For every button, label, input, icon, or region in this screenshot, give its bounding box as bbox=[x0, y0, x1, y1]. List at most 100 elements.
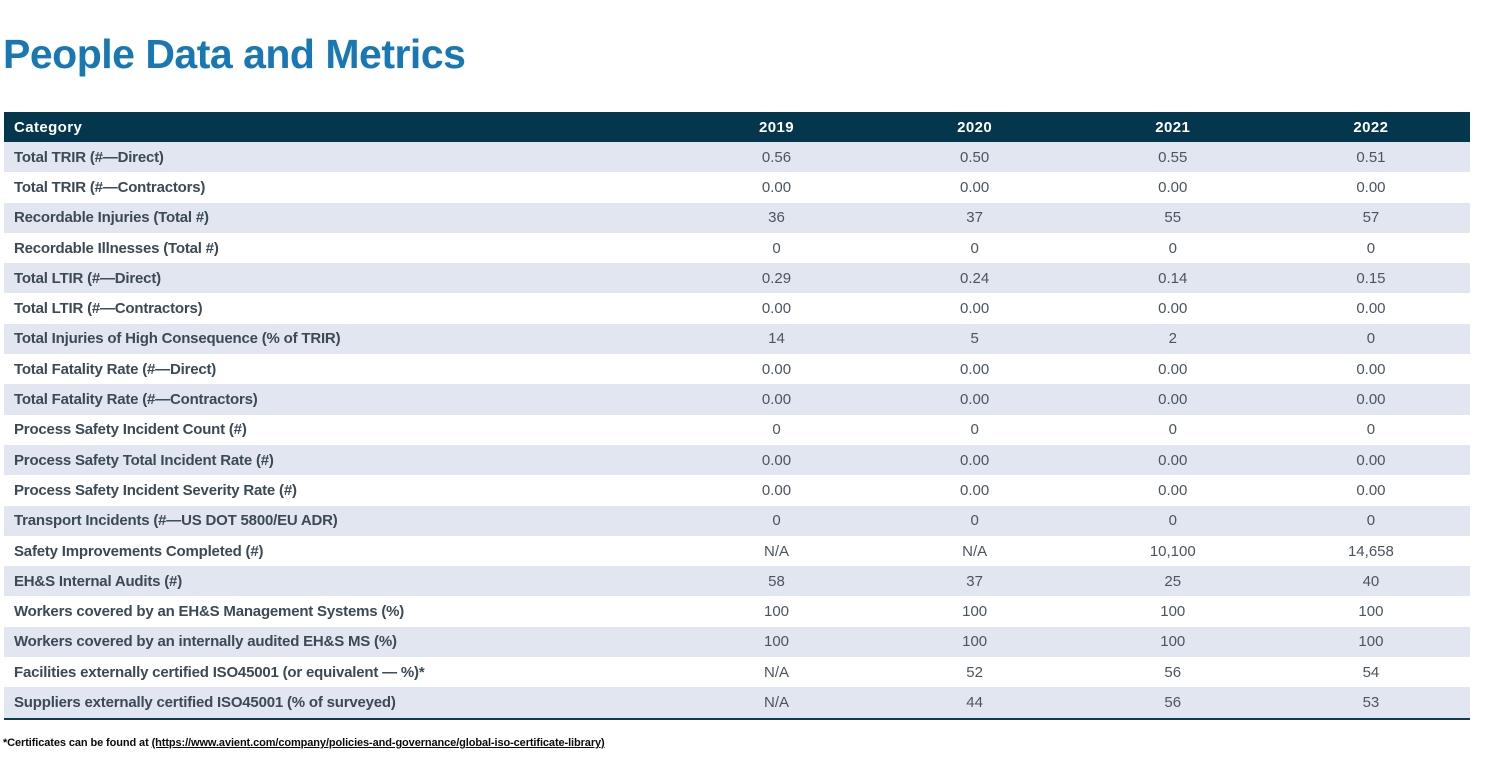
value-cell: 0 bbox=[1168, 421, 1177, 439]
value-cell: 0.00 bbox=[1158, 481, 1188, 499]
value-cell: 0 bbox=[1271, 323, 1470, 355]
value-cell: 0.00 bbox=[1073, 444, 1272, 476]
value-cell: N/A bbox=[677, 687, 876, 719]
table-row: Recordable Illnesses (Total #) 0 0 0 0 bbox=[4, 233, 1470, 263]
category-cell: Recordable Injuries (Total #) bbox=[4, 202, 678, 233]
value-cell: N/A bbox=[962, 542, 988, 560]
category-cell: Transport Incidents (#—US DOT 5800/EU AD… bbox=[4, 505, 678, 536]
value-cell: 37 bbox=[875, 202, 1074, 233]
value-cell: 0.00 bbox=[960, 481, 990, 499]
value-cell: 36 bbox=[677, 202, 876, 233]
value-cell: 2 bbox=[1073, 323, 1272, 355]
value-cell: 0.00 bbox=[960, 300, 990, 318]
table-row: EH&S Internal Audits (#) 58 37 25 40 bbox=[4, 566, 1470, 597]
value-cell: 100 bbox=[962, 603, 988, 621]
category-cell: Suppliers externally certified ISO45001 … bbox=[4, 687, 678, 719]
category-cell: Workers covered by an internally audited… bbox=[4, 626, 678, 658]
column-header-2020: 2020 bbox=[875, 112, 1074, 142]
value-cell: 0.24 bbox=[875, 263, 1074, 294]
value-cell: 0.00 bbox=[875, 444, 1074, 476]
value-cell: 53 bbox=[1271, 687, 1470, 719]
table-row: Process Safety Incident Severity Rate (#… bbox=[4, 475, 1470, 505]
table-row: Total Fatality Rate (#—Contractors) 0.00 0… bbox=[4, 384, 1470, 415]
value-cell: 0.00 bbox=[1158, 300, 1188, 318]
value-cell: 0 bbox=[1271, 505, 1470, 536]
certificate-library-link[interactable]: (https://www.avient.com/company/policies… bbox=[151, 737, 605, 749]
table-header-row: Category 2019 2020 2021 2022 bbox=[4, 112, 1470, 142]
category-cell: EH&S Internal Audits (#) bbox=[4, 566, 678, 597]
category-cell: Recordable Illnesses (Total #) bbox=[14, 239, 219, 257]
value-cell: 0 bbox=[677, 505, 876, 536]
value-cell: 0.00 bbox=[1158, 360, 1188, 378]
table-row: Total TRIR (#—Direct) 0.56 0.50 0.55 0.51 bbox=[4, 142, 1470, 173]
category-cell: Process Safety Total Incident Rate (#) bbox=[4, 444, 678, 476]
table-row: Workers covered by an internally audited… bbox=[4, 626, 1470, 658]
column-header-2022: 2022 bbox=[1271, 112, 1470, 142]
table-row: Total LTIR (#—Contractors) 0.00 0.00 0.00 0.… bbox=[4, 293, 1470, 323]
column-header-2019: 2019 bbox=[677, 112, 876, 142]
category-cell: Total TRIR (#—Contractors) bbox=[14, 178, 206, 196]
value-cell: 14 bbox=[677, 323, 876, 355]
value-cell: 0.29 bbox=[677, 263, 876, 294]
value-cell: 40 bbox=[1271, 566, 1470, 597]
value-cell: 0.00 bbox=[1158, 178, 1188, 196]
table-row: Process Safety Incident Count (#) 0 0 0 0 bbox=[4, 415, 1470, 445]
footnote-text: *Certificates can be found at bbox=[3, 737, 152, 749]
value-cell: 0.00 bbox=[1271, 444, 1470, 476]
value-cell: 0 bbox=[875, 505, 1074, 536]
value-cell: 0 bbox=[1366, 239, 1376, 257]
category-cell: Workers covered by an EH&S Management Sy… bbox=[14, 603, 405, 621]
category-cell: Total Injuries of High Consequence (% of… bbox=[4, 323, 678, 355]
value-cell: 0.00 bbox=[761, 178, 792, 196]
value-cell: 56 bbox=[1164, 663, 1182, 681]
value-cell: 0 bbox=[970, 421, 979, 439]
value-cell: 100 bbox=[1271, 626, 1470, 658]
category-cell: Total Fatality Rate (#—Contractors) bbox=[4, 384, 678, 415]
value-cell: 44 bbox=[875, 687, 1074, 719]
value-cell: 0.00 bbox=[1073, 384, 1272, 415]
value-cell: 0.00 bbox=[1356, 481, 1386, 499]
value-cell: 0.00 bbox=[1356, 300, 1386, 318]
value-cell: 100 bbox=[875, 626, 1074, 658]
value-cell: N/A bbox=[764, 663, 790, 681]
page-title: People Data and Metrics bbox=[3, 31, 466, 78]
value-cell: 0 bbox=[772, 421, 781, 439]
column-header-2021: 2021 bbox=[1073, 112, 1272, 142]
value-cell: 0.00 bbox=[1356, 360, 1386, 378]
value-cell: 0.00 bbox=[761, 481, 792, 499]
category-cell: Total Fatality Rate (#—Direct) bbox=[14, 360, 217, 378]
value-cell: 5 bbox=[875, 323, 1074, 355]
value-cell: 10,100 bbox=[1149, 542, 1196, 560]
table-row: Safety Improvements Completed (#) N/A N/A 1… bbox=[4, 536, 1470, 566]
value-cell: 0.15 bbox=[1271, 263, 1470, 294]
value-cell: 100 bbox=[1073, 626, 1272, 658]
value-cell: 0 bbox=[1073, 505, 1272, 536]
value-cell: 25 bbox=[1073, 566, 1272, 597]
table-body: Total TRIR (#—Direct) 0.56 0.50 0.55 0.51 Tot… bbox=[4, 142, 1470, 719]
value-cell: 0 bbox=[1366, 421, 1376, 439]
table-row: Total TRIR (#—Contractors) 0.00 0.00 0.00 0.… bbox=[4, 172, 1470, 202]
value-cell: 0.00 bbox=[960, 360, 990, 378]
value-cell: 56 bbox=[1073, 687, 1272, 719]
value-cell: 0.00 bbox=[1271, 384, 1470, 415]
certificates-footnote: *Certificates can be found at (https://w… bbox=[3, 737, 605, 749]
value-cell: 0.00 bbox=[677, 444, 876, 476]
value-cell: 0.55 bbox=[1073, 142, 1272, 173]
table-row: Process Safety Total Incident Rate (#) 0.… bbox=[4, 444, 1470, 476]
column-header-category: Category bbox=[4, 112, 678, 142]
category-cell: Process Safety Incident Severity Rate (#… bbox=[14, 481, 297, 499]
value-cell: 57 bbox=[1271, 202, 1470, 233]
value-cell: 0.00 bbox=[761, 300, 792, 318]
value-cell: 0.00 bbox=[960, 178, 990, 196]
value-cell: 55 bbox=[1073, 202, 1272, 233]
table-row: Transport Incidents (#—US DOT 5800/EU AD… bbox=[4, 505, 1470, 536]
value-cell: 0.50 bbox=[875, 142, 1074, 173]
category-cell: Facilities externally certified ISO45001… bbox=[14, 663, 425, 681]
value-cell: 100 bbox=[677, 626, 876, 658]
category-cell: Total LTIR (#—Contractors) bbox=[14, 300, 203, 318]
value-cell: 0.00 bbox=[677, 384, 876, 415]
value-cell: 54 bbox=[1362, 663, 1380, 681]
value-cell: 0 bbox=[970, 239, 979, 257]
table-row: Suppliers externally certified ISO45001 … bbox=[4, 687, 1470, 719]
table-row: Total Fatality Rate (#—Direct) 0.00 0.00 0.… bbox=[4, 354, 1470, 384]
